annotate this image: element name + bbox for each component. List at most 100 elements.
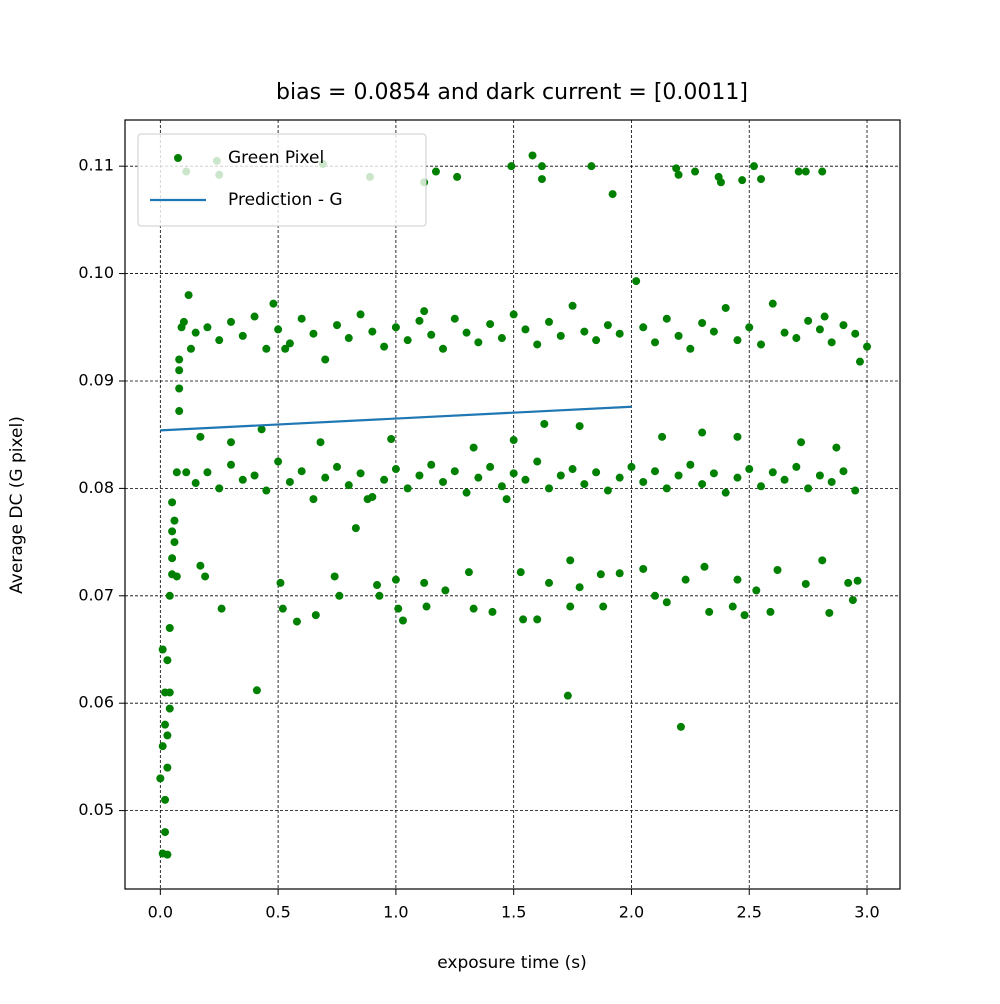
data-point [674,331,683,340]
data-point [662,484,671,493]
data-point [533,457,542,466]
data-point [163,850,172,859]
data-point [196,432,205,441]
data-point [658,432,667,441]
data-point [186,344,195,353]
data-point [691,167,700,176]
data-point [168,527,177,536]
data-point [580,327,589,336]
data-point [773,566,782,575]
data-point [768,299,777,308]
data-point [431,167,440,176]
data-point [274,325,283,334]
data-point [163,656,172,665]
data-point [818,167,827,176]
data-point [818,556,827,565]
data-point [827,477,836,486]
data-point [175,407,184,416]
data-point [674,471,683,480]
data-point [158,645,167,654]
data-point [170,516,179,525]
y-tick-label: 0.11 [78,156,114,175]
data-point [615,473,624,482]
data-point [792,334,801,343]
data-point [839,467,848,476]
data-point [705,607,714,616]
data-point [563,691,572,700]
data-point [502,495,511,504]
data-point [335,591,344,600]
data-point [674,170,683,179]
data-point [415,316,424,325]
data-point [238,475,247,484]
data-point [709,327,718,336]
data-point [215,336,224,345]
data-point [792,462,801,471]
data-point [420,578,429,587]
data-point [516,568,525,577]
data-point [201,572,210,581]
data-point [820,312,829,321]
data-point [321,473,330,482]
data-point [387,434,396,443]
data-point [698,480,707,489]
data-point [509,310,518,319]
data-point [184,291,193,300]
data-point [509,436,518,445]
prediction-line [160,405,632,432]
legend-marker [174,154,182,162]
data-point [175,384,184,393]
data-point [196,561,205,570]
data-point [608,190,617,199]
data-point [344,481,353,490]
data-point [497,334,506,343]
data-point [832,443,841,452]
data-point [391,323,400,332]
data-point [533,340,542,349]
data-point [439,477,448,486]
data-point [639,564,648,573]
data-point [464,568,473,577]
data-point [172,572,181,581]
data-point [170,538,179,547]
data-point [161,795,170,804]
data-point [848,596,857,605]
data-point [651,591,660,600]
data-point [615,569,624,578]
x-tick-label: 1.0 [383,903,408,922]
y-tick-label: 0.08 [78,478,114,497]
data-point [203,323,212,332]
data-point [269,299,278,308]
data-point [780,328,789,337]
data-point [168,554,177,563]
data-point [757,175,766,184]
data-point [596,570,605,579]
data-point [276,578,285,587]
data-point [566,602,575,611]
data-point [851,329,860,338]
data-point [257,425,266,434]
legend-label: Prediction - G [228,190,343,210]
data-point [749,162,758,171]
data-point [252,686,261,695]
data-point [309,495,318,504]
data-point [427,330,436,339]
data-point [333,462,342,471]
data-point [825,608,834,617]
data-point [768,468,777,477]
data-point [380,342,389,351]
data-point [488,607,497,616]
data-point [815,471,824,480]
data-point [238,331,247,340]
data-point [698,428,707,437]
y-tick-label: 0.06 [78,693,114,712]
data-point [391,465,400,474]
data-point [165,624,174,633]
data-point [709,469,718,478]
data-point [285,339,294,348]
data-point [587,162,596,171]
data-point [172,468,181,477]
data-point [537,162,546,171]
y-tick-label: 0.05 [78,800,114,819]
data-point [651,467,660,476]
